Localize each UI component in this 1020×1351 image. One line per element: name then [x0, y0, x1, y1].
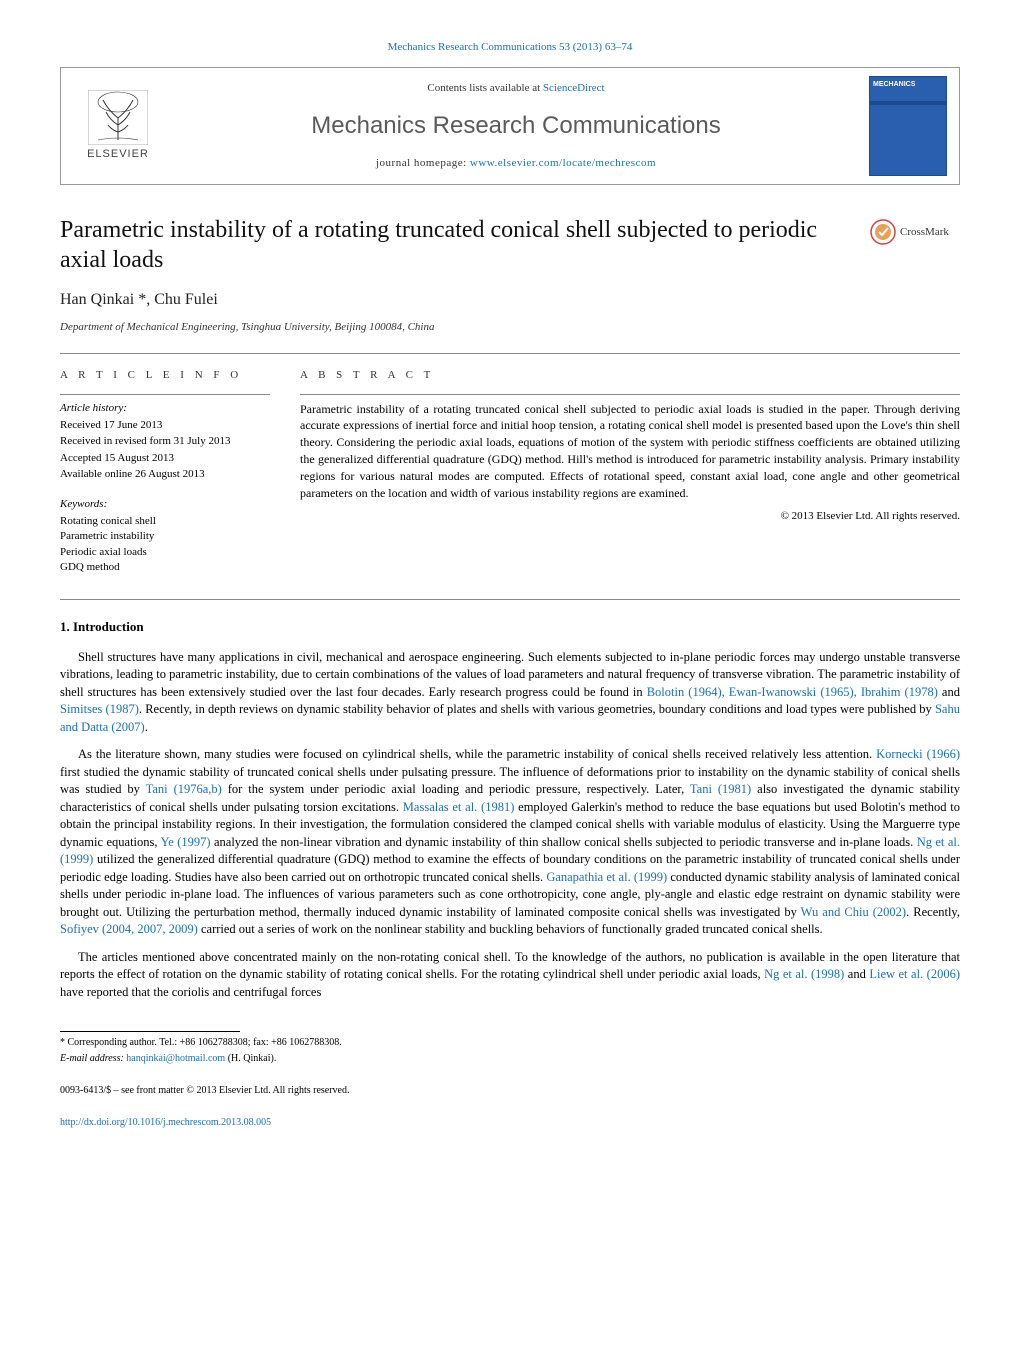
citation-link[interactable]: Bolotin (1964), Ewan-Iwanowski (1965), I…: [647, 685, 938, 699]
citation-link[interactable]: Tani (1981): [690, 782, 751, 796]
body-text: carried out a series of work on the nonl…: [198, 922, 823, 936]
elsevier-logo: ELSEVIER: [73, 81, 163, 171]
body-text: As the literature shown, many studies we…: [78, 747, 876, 761]
divider: [60, 599, 960, 600]
abstract-copyright: © 2013 Elsevier Ltd. All rights reserved…: [300, 509, 960, 524]
body-text: analyzed the non-linear vibration and dy…: [211, 835, 917, 849]
abstract-text: Parametric instability of a rotating tru…: [300, 401, 960, 502]
keyword: Parametric instability: [60, 529, 270, 544]
homepage-link[interactable]: www.elsevier.com/locate/mechrescom: [470, 157, 656, 169]
citation-link[interactable]: Simitses (1987): [60, 702, 139, 716]
email-suffix: (H. Qinkai).: [225, 1053, 276, 1064]
body-text: . Recently,: [906, 905, 960, 919]
journal-cover-thumbnail: MECHANICS: [869, 76, 947, 176]
email-line: E-mail address: hanqinkai@hotmail.com (H…: [60, 1052, 960, 1066]
history-line: Received in revised form 31 July 2013: [60, 434, 270, 449]
body-paragraph: Shell structures have many applications …: [60, 649, 960, 737]
body-text: for the system under periodic axial load…: [222, 782, 690, 796]
journal-title: Mechanics Research Communications: [175, 109, 857, 143]
crossmark-badge[interactable]: CrossMark: [870, 219, 960, 245]
issn-line: 0093-6413/$ – see front matter © 2013 El…: [60, 1084, 960, 1098]
article-info-sidebar: A R T I C L E I N F O Article history: R…: [60, 368, 270, 575]
doi-link[interactable]: http://dx.doi.org/10.1016/j.mechrescom.2…: [60, 1117, 271, 1128]
cover-title-text: MECHANICS: [870, 77, 946, 93]
history-line: Available online 26 August 2013: [60, 467, 270, 482]
doi-line: http://dx.doi.org/10.1016/j.mechrescom.2…: [60, 1116, 960, 1130]
section-heading-introduction: 1. Introduction: [60, 618, 960, 636]
page-footer: * Corresponding author. Tel.: +86 106278…: [60, 1031, 960, 1130]
sciencedirect-link[interactable]: ScienceDirect: [543, 82, 605, 94]
keyword: GDQ method: [60, 560, 270, 575]
journal-homepage: journal homepage: www.elsevier.com/locat…: [175, 156, 857, 171]
contents-prefix: Contents lists available at: [427, 82, 542, 94]
history-line: Received 17 June 2013: [60, 418, 270, 433]
authors: Han Qinkai *, Chu Fulei: [60, 289, 960, 311]
citation-link[interactable]: Kornecki (1966): [876, 747, 960, 761]
citation-link[interactable]: Massalas et al. (1981): [403, 800, 515, 814]
article-info-heading: A R T I C L E I N F O: [60, 368, 270, 383]
body-text: . Recently, in depth reviews on dynamic …: [139, 702, 935, 716]
cover-band: [870, 101, 946, 105]
history-line: Accepted 15 August 2013: [60, 451, 270, 466]
citation-link[interactable]: Ye (1997): [160, 835, 210, 849]
crossmark-icon: [870, 219, 896, 245]
citation-link[interactable]: Tani (1976a,b): [146, 782, 222, 796]
body-text: have reported that the coriolis and cent…: [60, 985, 321, 999]
abstract-block: A B S T R A C T Parametric instability o…: [300, 368, 960, 575]
body-paragraph: The articles mentioned above concentrate…: [60, 949, 960, 1002]
body-text: .: [145, 720, 148, 734]
abstract-heading: A B S T R A C T: [300, 368, 960, 383]
email-label: E-mail address:: [60, 1053, 126, 1064]
body-text: and: [938, 685, 960, 699]
citation-link[interactable]: Sofiyev (2004, 2007, 2009): [60, 922, 198, 936]
divider: [60, 394, 270, 395]
citation-link[interactable]: Ganapathia et al. (1999): [546, 870, 667, 884]
keyword: Periodic axial loads: [60, 545, 270, 560]
corresponding-author-note: * Corresponding author. Tel.: +86 106278…: [60, 1036, 960, 1050]
divider: [60, 353, 960, 354]
citation-link[interactable]: Liew et al. (2006): [869, 967, 960, 981]
keywords-label: Keywords:: [60, 497, 270, 512]
citation-link[interactable]: Wu and Chiu (2002): [801, 905, 906, 919]
elsevier-tree-icon: [88, 90, 148, 145]
publisher-name: ELSEVIER: [87, 147, 149, 162]
contents-available: Contents lists available at ScienceDirec…: [175, 81, 857, 96]
homepage-prefix: journal homepage:: [376, 157, 470, 169]
body-text: and: [844, 967, 869, 981]
article-title: Parametric instability of a rotating tru…: [60, 215, 850, 275]
footnote-rule: [60, 1031, 240, 1032]
keyword: Rotating conical shell: [60, 514, 270, 529]
crossmark-label: CrossMark: [900, 225, 949, 240]
affiliation: Department of Mechanical Engineering, Ts…: [60, 320, 960, 335]
divider: [300, 394, 960, 395]
email-link[interactable]: hanqinkai@hotmail.com: [126, 1053, 225, 1064]
journal-citation: Mechanics Research Communications 53 (20…: [60, 40, 960, 55]
history-label: Article history:: [60, 401, 270, 416]
body-paragraph: As the literature shown, many studies we…: [60, 746, 960, 939]
header-center: Contents lists available at ScienceDirec…: [175, 81, 857, 171]
citation-link[interactable]: Ng et al. (1998): [764, 967, 844, 981]
journal-header: ELSEVIER Contents lists available at Sci…: [60, 67, 960, 185]
